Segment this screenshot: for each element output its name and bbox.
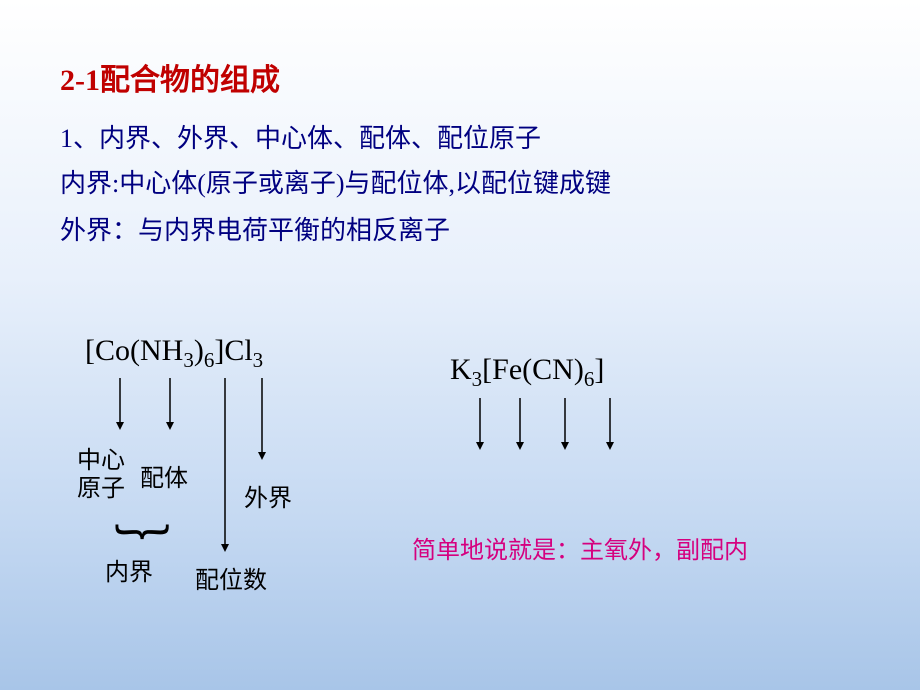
summary-text: 简单地说就是：主氧外，副配内 xyxy=(412,530,748,565)
label-coordination-number: 配位数 xyxy=(195,560,267,595)
brace-inner-sphere: ｝ xyxy=(104,523,185,579)
label-outer-sphere: 外界 xyxy=(244,478,292,513)
label-ligand: 配体 xyxy=(140,458,188,493)
label-central-atom-2: 原子 xyxy=(77,468,125,503)
